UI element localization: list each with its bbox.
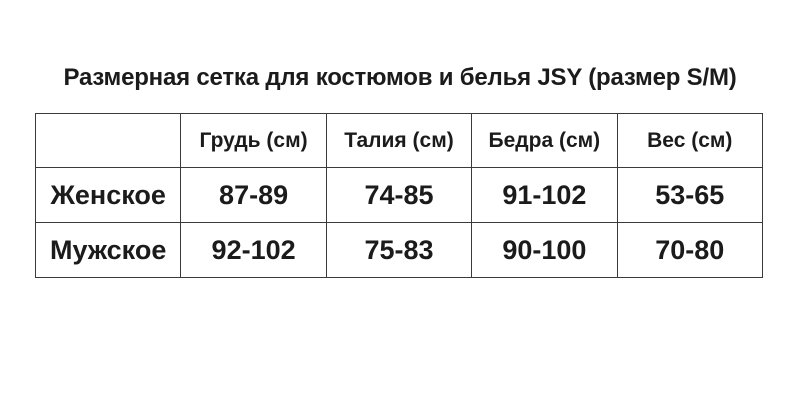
cell-men-weight: 70-80 [616,222,764,278]
table-row-men: Мужское 92-102 75-83 90-100 70-80 [34,222,764,278]
column-header-chest: Грудь (см) [180,113,327,168]
size-table: Грудь (см) Талия (см) Бедра (см) Вес (см… [34,113,764,278]
column-header-hips: Бедра (см) [471,113,618,168]
row-label-women: Женское [34,167,182,223]
cell-women-weight: 53-65 [616,167,764,223]
header-row: Грудь (см) Талия (см) Бедра (см) Вес (см… [34,113,764,168]
page-title: Размерная сетка для костюмов и белья JSY… [63,64,737,91]
cell-women-waist: 74-85 [325,167,473,223]
cell-men-chest: 92-102 [180,222,327,278]
cell-men-hips: 90-100 [471,222,618,278]
corner-cell [34,113,182,168]
row-label-men: Мужское [34,222,182,278]
column-header-waist: Талия (см) [325,113,473,168]
cell-men-waist: 75-83 [325,222,473,278]
table-row-women: Женское 87-89 74-85 91-102 53-65 [34,167,764,223]
column-header-weight: Вес (см) [616,113,764,168]
cell-women-chest: 87-89 [180,167,327,223]
cell-women-hips: 91-102 [471,167,618,223]
